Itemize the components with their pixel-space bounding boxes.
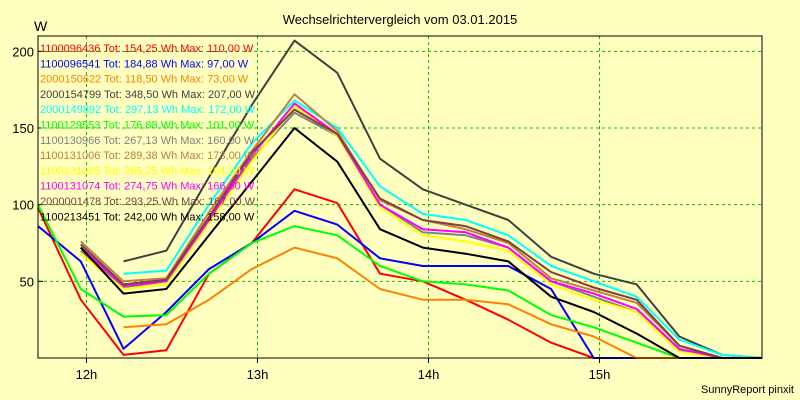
y-tick-label: 100 [12, 198, 34, 213]
legend-entry-6: 1100129553 Tot: 176,88 Wh Max: 101,00 W [40, 120, 255, 132]
legend-entry-10: 1100131074 Tot: 274,75 Wh Max: 166,00 W [40, 181, 255, 193]
series-line-10 [80, 102, 762, 359]
legend-entry-7: 1100130966 Tot: 267,13 Wh Max: 160,00 W [40, 135, 255, 147]
series-lines [37, 39, 763, 359]
y-tick-label: 200 [12, 44, 34, 59]
series-line-9 [80, 105, 762, 359]
legend-entry-4: 2000154799 Tot: 348,50 Wh Max: 207,00 W [40, 89, 256, 101]
series-line-4 [123, 39, 763, 359]
legend-entry-11: 2000001478 Tot: 293,25 Wh Max: 167,00 W [40, 196, 256, 208]
footer-credit: SunnyReport pinxit [701, 384, 794, 396]
legend-entry-2: 1100096541 Tot: 184,88 Wh Max: 97,00 W [40, 58, 249, 70]
legend-entry-8: 1100131006 Tot: 289,38 Wh Max: 173,00 W [40, 150, 255, 162]
series-line-11 [80, 108, 762, 359]
legend: 1100096436 Tot: 154,25 Wh Max: 110,00 W 1… [40, 43, 256, 223]
series-line-12 [80, 127, 762, 359]
axis-ticks: 50 100 150 200 12h 13h 14h 15h [12, 44, 610, 382]
series-line-5 [123, 99, 763, 359]
y-tick-label: 50 [20, 274, 34, 289]
x-tick-label: 15h [589, 367, 611, 382]
legend-entry-5: 2000149892 Tot: 297,13 Wh Max: 172,00 W [40, 104, 256, 116]
y-axis-label: W [34, 18, 48, 34]
legend-entry-12: 1100213451 Tot: 242,00 Wh Max: 158,00 W [40, 211, 255, 223]
series-line-6 [37, 204, 762, 359]
legend-entry-9: 1100131025 Tot: 265,25 Wh Max: 164,00 W [40, 165, 255, 177]
x-tick-label: 13h [247, 367, 269, 382]
x-tick-label: 12h [76, 367, 98, 382]
x-tick-label: 14h [418, 367, 440, 382]
legend-entry-3: 2000150622 Tot: 118,50 Wh Max: 73,00 W [40, 74, 249, 86]
legend-entry-1: 1100096436 Tot: 154,25 Wh Max: 110,00 W [40, 43, 254, 55]
chart-title: Wechselrichtervergleich vom 03.01.2015 [283, 12, 518, 27]
y-tick-label: 150 [12, 121, 34, 136]
plot-area-border [37, 35, 763, 359]
